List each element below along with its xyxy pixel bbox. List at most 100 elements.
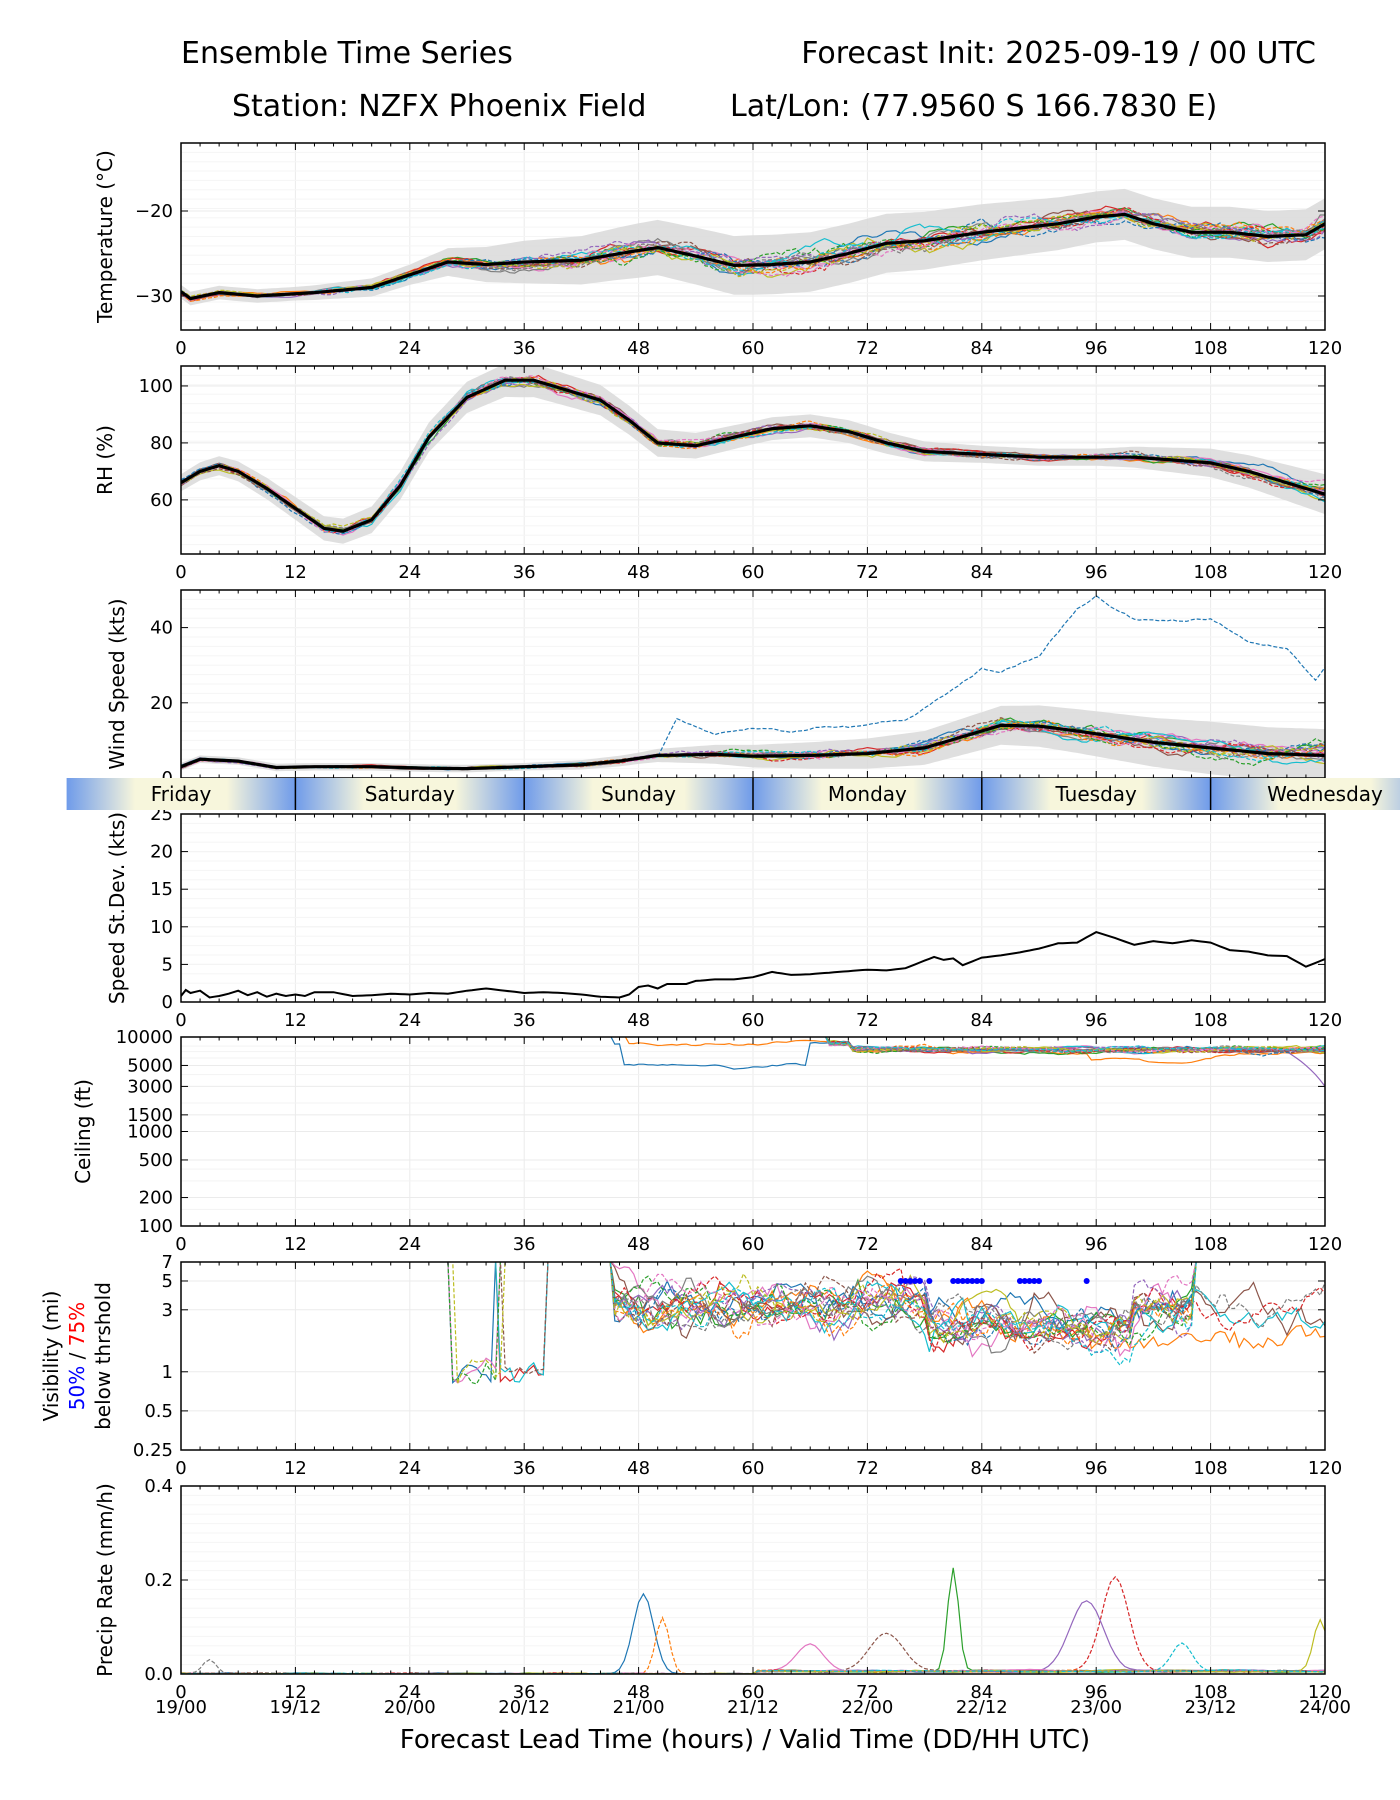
valid-time-label: 21/00	[613, 1697, 665, 1718]
day-label: Sunday	[601, 782, 676, 806]
x-tick-label: 24	[398, 1682, 421, 1703]
y-tick-label: 100	[139, 1216, 173, 1237]
station-label: Station: NZFX Phoenix Field	[232, 89, 646, 124]
y-tick-label: 0.2	[144, 1570, 173, 1591]
x-tick-label: 120	[1308, 1458, 1342, 1479]
valid-time-label: 21/12	[727, 1697, 779, 1718]
x-tick-label: 108	[1193, 1458, 1227, 1479]
ensemble-mean-line	[181, 723, 1325, 771]
threshold-50-marker	[926, 1277, 933, 1284]
x-tick-label: 60	[742, 562, 765, 583]
y-axis-label: Speed St.Dev. (kts)	[105, 812, 129, 1004]
threshold-50-marker	[959, 1277, 966, 1284]
plot-area-wind	[181, 594, 1325, 778]
member-line	[825, 1037, 1325, 1057]
threshold-50-marker	[1021, 1277, 1028, 1284]
y-tick-label: 5	[162, 954, 173, 975]
y-tick-label: 0.4	[144, 1476, 173, 1497]
y-tick-label: 7	[162, 1252, 173, 1273]
threshold-50-marker	[902, 1277, 909, 1284]
x-tick-label: 24	[398, 1234, 421, 1255]
valid-time-label: 19/12	[269, 1697, 321, 1718]
threshold-50-marker	[1083, 1277, 1090, 1284]
member-line	[824, 1037, 1325, 1054]
y-tick-label: 0	[162, 992, 173, 1013]
y-axis-label: Precip Rate (mm/h)	[93, 1483, 117, 1677]
y-tick-label: 1000	[127, 1122, 173, 1143]
panel-wind: 40200Wind Speed (kts)	[105, 589, 1326, 789]
title-left: Ensemble Time Series	[181, 36, 513, 71]
plot-area-sd	[181, 931, 1325, 999]
x-tick-label: 48	[627, 562, 650, 583]
y-tick-label: 20	[150, 842, 173, 863]
day-label: Tuesday	[1055, 782, 1138, 806]
x-tick-label: 120	[1308, 1682, 1342, 1703]
threshold-50-marker	[1036, 1277, 1042, 1284]
day-cell	[753, 778, 982, 810]
threshold-50-marker	[978, 1277, 985, 1284]
threshold-50-marker	[1031, 1277, 1038, 1284]
day-cell	[524, 778, 753, 810]
x-tick-label: 84	[970, 1458, 993, 1479]
day-label: Friday	[151, 782, 212, 806]
x-tick-label: 0	[175, 1234, 186, 1255]
legend-sep: /	[65, 1346, 89, 1365]
y-tick-label: 15	[150, 879, 173, 900]
x-tick-label: 36	[513, 1458, 536, 1479]
y-tick-label: 5	[162, 1271, 173, 1292]
y-tick-label: 5000	[127, 1055, 173, 1076]
valid-time-label: 23/00	[1070, 1697, 1122, 1718]
x-tick-label: 48	[627, 1682, 650, 1703]
y-tick-label: 0.0	[144, 1664, 173, 1685]
x-tick-label: 96	[1085, 1458, 1108, 1479]
y-tick-label: −20	[135, 201, 173, 222]
threshold-50-marker	[1026, 1277, 1033, 1284]
x-tick-label: 108	[1193, 1682, 1227, 1703]
member-line	[447, 1262, 1197, 1384]
x-tick-label: 36	[513, 1234, 536, 1255]
x-tick-label: 0	[175, 1458, 186, 1479]
y-tick-label: 0.25	[133, 1440, 173, 1461]
threshold-50-marker	[974, 1277, 981, 1284]
x-tick-label: 24	[398, 1458, 421, 1479]
y-tick-label: 80	[150, 433, 173, 454]
y-tick-label: 10	[150, 917, 173, 938]
threshold-50-marker	[950, 1277, 957, 1284]
grid-ceil	[180, 1036, 1326, 1227]
y-tick-label: 3	[162, 1300, 173, 1321]
member-line	[181, 212, 1325, 298]
x-tick-label: 108	[1193, 562, 1227, 583]
member-line	[609, 1262, 1325, 1355]
member-line	[609, 1262, 1325, 1351]
plot-area-temp	[181, 188, 1325, 306]
x-tick-label: 96	[1085, 1682, 1108, 1703]
member-line	[499, 1262, 1197, 1375]
day-bar: Friday Saturday Sunday Monday Tuesday Wednesd…	[66, 778, 1400, 810]
x-tick-label: 96	[1085, 1010, 1108, 1031]
panel-vis: 0 12 24 36 48 60 72 84 96 108 120 75 3 1 0.5 0.25 Visibi…	[39, 1252, 1342, 1479]
x-tick-label: 24	[398, 562, 421, 583]
stdev-line	[181, 931, 1325, 999]
x-tick-label: 48	[627, 338, 650, 359]
panel-temp: 0 12 24 36 48 60 72 84 96 108 120 −20 −30 Temperature…	[93, 142, 1342, 359]
x-tick-label: 0	[175, 562, 186, 583]
y-tick-label: 200	[139, 1188, 173, 1209]
y-axis-label: Wind Speed (kts)	[105, 598, 129, 769]
y-tick-label: 10000	[116, 1027, 173, 1048]
valid-time-label: 23/12	[1185, 1697, 1237, 1718]
member-line	[181, 1575, 1325, 1674]
x-tick-label: 96	[1085, 338, 1108, 359]
y-tick-label: 0.5	[144, 1401, 173, 1422]
x-tick-label: 48	[627, 1234, 650, 1255]
y-tick-label: 500	[139, 1150, 173, 1171]
x-tick-label: 60	[742, 338, 765, 359]
valid-time-label: 19/00	[155, 1697, 207, 1718]
x-tick-label: 0	[175, 1010, 186, 1031]
x-tick-label: 36	[513, 1010, 536, 1031]
threshold-50-marker	[897, 1277, 904, 1284]
valid-time-label: 22/12	[956, 1697, 1008, 1718]
grid-precip	[180, 1485, 1326, 1675]
x-tick-label: 36	[513, 1682, 536, 1703]
x-tick-label: 0	[175, 1682, 186, 1703]
